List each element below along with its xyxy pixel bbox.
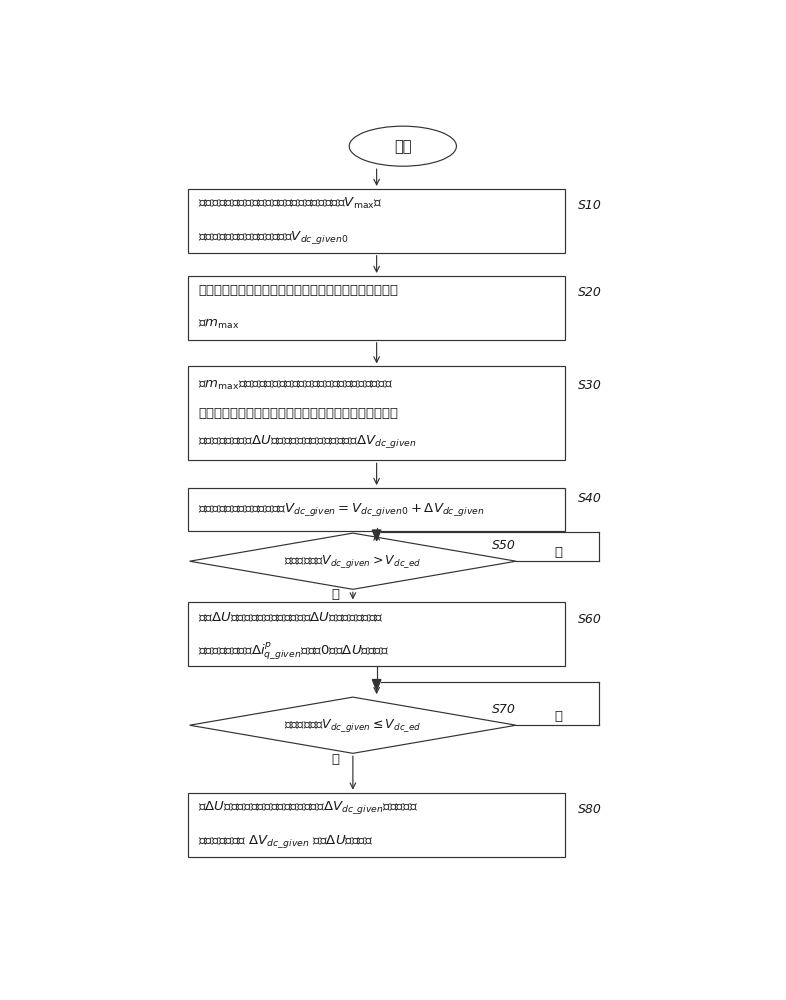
FancyBboxPatch shape xyxy=(189,366,565,460)
FancyBboxPatch shape xyxy=(189,488,565,531)
Text: S70: S70 xyxy=(492,703,516,716)
FancyBboxPatch shape xyxy=(189,602,565,666)
FancyBboxPatch shape xyxy=(189,793,565,857)
Text: 将$m_{\mathrm{max}}$作为反馈量，网侧变流器的目标调制度作为给定量，: 将$m_{\mathrm{max}}$作为反馈量，网侧变流器的目标调制度作为给定… xyxy=(198,379,393,392)
Polygon shape xyxy=(373,530,381,541)
Text: 功电流给定补偿值$\Delta i^p_{q\_given}$，并儇0作为$\Delta U$的初始值: 功电流给定补偿值$\Delta i^p_{q\_given}$，并儇0作为$\D… xyxy=(198,640,390,662)
Text: 计算得到直流母线电压给定值$V_{dc\_given}=V_{dc\_given0}+\Delta V_{dc\_given}$: 计算得到直流母线电压给定值$V_{dc\_given}=V_{dc\_given… xyxy=(198,501,485,518)
Ellipse shape xyxy=(349,126,457,166)
Text: 确定电网线电压峰值和定子线电压峰值中的较大值$V_{\mathrm{max}}$，: 确定电网线电压峰值和定子线电压峰值中的较大值$V_{\mathrm{max}}$… xyxy=(198,196,383,211)
Text: 开始: 开始 xyxy=(394,139,412,154)
Text: S40: S40 xyxy=(578,492,601,505)
Text: 值$m_{\mathrm{max}}$: 值$m_{\mathrm{max}}$ xyxy=(198,318,240,331)
Text: S50: S50 xyxy=(492,539,516,552)
Text: S20: S20 xyxy=(578,286,601,299)
Text: 输入到网侧变流器中的调制度闭环调节器，所述调制度闭: 输入到网侧变流器中的调制度闭环调节器，所述调制度闭 xyxy=(198,407,399,420)
Text: 判断是否满足$V_{dc\_given}\leq V_{dc\_ed}$: 判断是否满足$V_{dc\_given}\leq V_{dc\_ed}$ xyxy=(285,717,421,734)
Text: 作为直流母线电压的初始给定值$V_{dc\_given0}$: 作为直流母线电压的初始给定值$V_{dc\_given0}$ xyxy=(198,229,349,246)
FancyBboxPatch shape xyxy=(189,189,565,253)
Text: 是: 是 xyxy=(332,588,340,601)
Text: 否: 否 xyxy=(554,710,562,723)
Text: 寄存器中存储的 $\Delta V_{dc\_given}$ 作为$\Delta U$的初始值: 寄存器中存储的 $\Delta V_{dc\_given}$ 作为$\Delta… xyxy=(198,833,373,850)
Polygon shape xyxy=(373,680,381,690)
Polygon shape xyxy=(189,697,516,753)
Text: S60: S60 xyxy=(578,613,601,626)
Text: S80: S80 xyxy=(578,803,601,816)
Text: 否: 否 xyxy=(554,546,562,559)
Text: 环调节器的输出量$\Delta U$为直流母线电压的给定补偿值$\Delta V_{dc\_given}$: 环调节器的输出量$\Delta U$为直流母线电压的给定补偿值$\Delta V… xyxy=(198,433,417,450)
Text: S10: S10 xyxy=(578,199,601,212)
Text: S30: S30 xyxy=(578,379,601,392)
Text: 将$\Delta U$切换回直流母线电压的给定补偿值$\Delta V_{dc\_given}$，并将所述: 将$\Delta U$切换回直流母线电压的给定补偿值$\Delta V_{dc\… xyxy=(198,799,418,816)
Text: 判断是否满足$V_{dc\_given}>V_{dc\_ed}$: 判断是否满足$V_{dc\_given}>V_{dc\_ed}$ xyxy=(285,553,421,570)
Text: 先将$\Delta U$的值存储到寄存器中，再将$\Delta U$切换为正序感性无: 先将$\Delta U$的值存储到寄存器中，再将$\Delta U$切换为正序感… xyxy=(198,611,384,624)
Polygon shape xyxy=(189,533,516,589)
Text: 是: 是 xyxy=(332,753,340,766)
FancyBboxPatch shape xyxy=(189,276,565,340)
Text: 确定网侧变流器的调制度和机侧变流器的调制度中的较大: 确定网侧变流器的调制度和机侧变流器的调制度中的较大 xyxy=(198,284,399,297)
